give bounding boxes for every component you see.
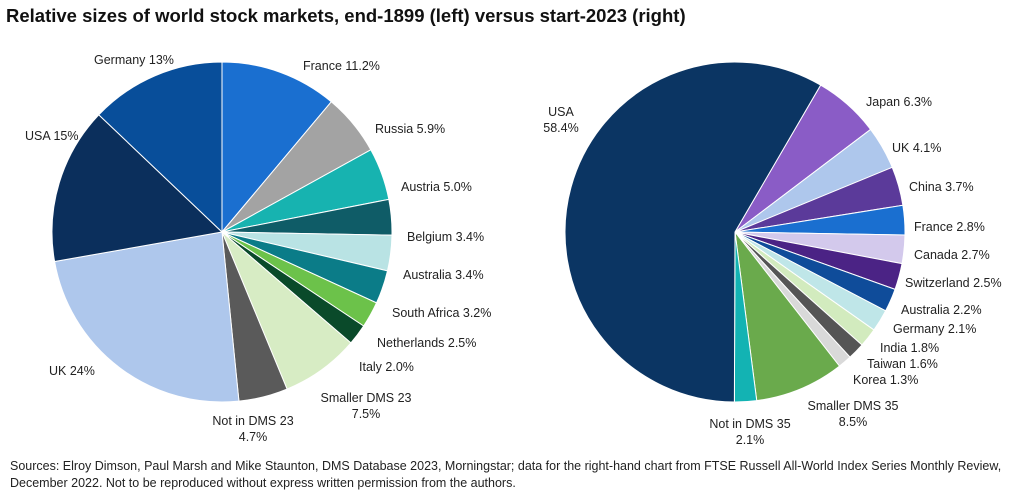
right-label-france-2-8: France 2.8% (914, 220, 985, 234)
right-label-china-3-7: China 3.7% (909, 180, 974, 194)
right-label-not-in-dms-35: Not in DMS 35 2.1% (709, 417, 790, 447)
left-label-uk-24: UK 24% (49, 364, 95, 378)
right-label-canada-2-7: Canada 2.7% (914, 248, 990, 262)
right-slice-usa (564, 61, 822, 403)
left-label-germany-13: Germany 13% (94, 53, 174, 67)
left-label-not-in-dms-23: Not in DMS 23 4.7% (212, 414, 293, 444)
left-label-russia-5-9: Russia 5.9% (375, 122, 445, 136)
left-label-south-africa-3-2: South Africa 3.2% (392, 306, 491, 320)
left-label-belgium-3-4: Belgium 3.4% (407, 230, 484, 244)
left-slice-germany-13 (98, 61, 223, 234)
right-label-uk-4-1: UK 4.1% (892, 141, 941, 155)
left-label-australia-3-4: Australia 3.4% (403, 268, 484, 282)
right-label-taiwan-1-6: Taiwan 1.6% (867, 357, 938, 371)
pie-chart-1899: France 11.2% Russia 5.9% Austria 5.0% Belgi… (25, 53, 491, 444)
left-label-italy-2-0: Italy 2.0% (359, 360, 414, 374)
right-slice-smaller-dms-35 (734, 230, 841, 402)
left-label-usa-15: USA 15% (25, 129, 79, 143)
right-label-india-1-8: India 1.8% (880, 341, 939, 355)
right-label-australia-2-2: Australia 2.2% (901, 303, 982, 317)
left-label-smaller-dms-23: Smaller DMS 23 7.5% (321, 391, 412, 421)
right-label-switzerland-2-5: Switzerland 2.5% (905, 276, 1002, 290)
left-slice-france-11-2 (221, 61, 332, 234)
right-label-korea-1-3: Korea 1.3% (853, 373, 918, 387)
left-slice-usa-15 (51, 114, 224, 263)
source-note: Sources: Elroy Dimson, Paul Marsh and Mi… (10, 459, 1002, 490)
left-label-austria-5-0: Austria 5.0% (401, 180, 472, 194)
left-label-netherlands-2-5: Netherlands 2.5% (377, 336, 476, 350)
pie-chart-2023: Japan 6.3% UK 4.1% China 3.7% France 2.8% Ca… (543, 61, 1002, 447)
right-label-germany-2-1: Germany 2.1% (893, 322, 976, 336)
right-label-smaller-dms-35: Smaller DMS 35 8.5% (808, 399, 899, 429)
page-title: Relative sizes of world stock markets, e… (6, 5, 686, 26)
right-label-usa: USA 58.4% (543, 105, 578, 135)
right-label-japan-6-3: Japan 6.3% (866, 95, 932, 109)
left-slice-uk-24 (54, 231, 240, 403)
left-label-france-11-2: France 11.2% (303, 59, 380, 73)
